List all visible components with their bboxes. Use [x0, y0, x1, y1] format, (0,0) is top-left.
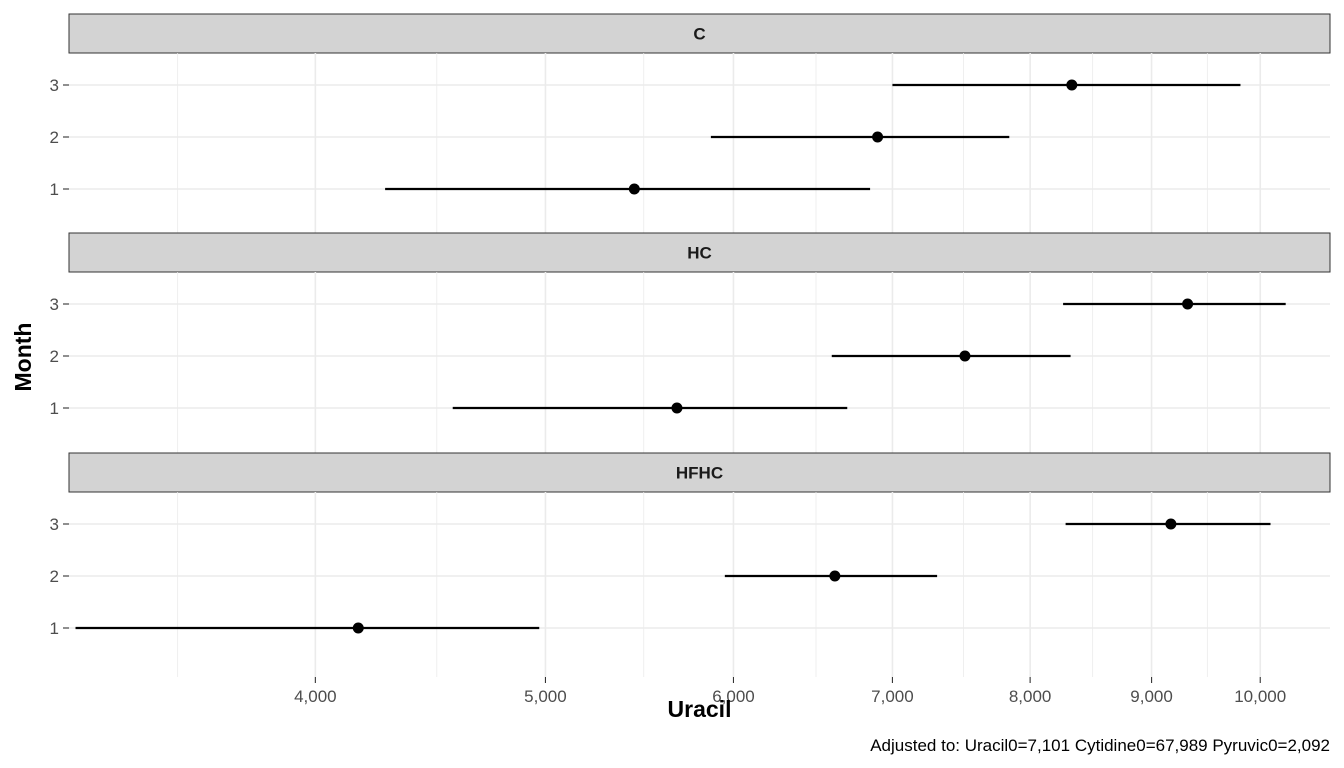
y-tick-label: 1: [50, 180, 59, 199]
estimate-point-c-month-1: [628, 183, 640, 195]
facet-strip: [68, 13, 1331, 54]
facet-hfhc: HFHC 1 2 3: [50, 452, 1331, 677]
y-tick-label: 1: [50, 399, 59, 418]
x-tick-label: 6,000: [712, 687, 755, 706]
estimate-point-hfhc-month-3: [1165, 518, 1177, 530]
x-tick-label: 9,000: [1130, 687, 1173, 706]
y-tick-label: 2: [50, 347, 59, 366]
x-axis: 4,000 5,000 6,000 7,000 8,000 9,000 10,000: [294, 677, 1286, 706]
facet-strip: [68, 452, 1331, 493]
estimate-point-hfhc-month-1: [352, 622, 364, 634]
chart-caption: Adjusted to: Uracil0=7,101 Cytidine0=67,…: [870, 736, 1330, 755]
facet-strip-label: HFHC: [676, 464, 723, 483]
facet-strip: [68, 232, 1331, 273]
facet-hc: HC 1 2 3: [50, 232, 1331, 457]
x-tick-label: 10,000: [1234, 687, 1286, 706]
facet-strip-label: HC: [687, 244, 712, 263]
x-tick-label: 5,000: [524, 687, 567, 706]
y-tick-label: 2: [50, 567, 59, 586]
y-tick-label: 3: [50, 515, 59, 534]
facet-c: C 1 2 3: [50, 13, 1331, 238]
y-tick-label: 3: [50, 76, 59, 95]
y-tick-label: 1: [50, 619, 59, 638]
x-tick-label: 4,000: [294, 687, 337, 706]
x-axis-title: Uracil: [668, 696, 732, 722]
x-tick-label: 7,000: [871, 687, 914, 706]
facet-strip-label: C: [693, 25, 705, 44]
x-tick-label: 8,000: [1009, 687, 1052, 706]
estimate-point-c-month-2: [872, 131, 884, 143]
estimate-point-hc-month-1: [671, 402, 683, 414]
estimate-point-hfhc-month-2: [829, 570, 841, 582]
estimate-point-hc-month-2: [959, 350, 971, 362]
estimate-point-hc-month-3: [1182, 298, 1194, 310]
y-tick-label: 3: [50, 295, 59, 314]
facet-panels: C 1 2 3 HC 1 2 3 HFHC 1 2 3: [50, 13, 1331, 677]
estimate-point-c-month-3: [1066, 79, 1078, 91]
y-axis-title: Month: [10, 323, 36, 392]
y-tick-label: 2: [50, 128, 59, 147]
